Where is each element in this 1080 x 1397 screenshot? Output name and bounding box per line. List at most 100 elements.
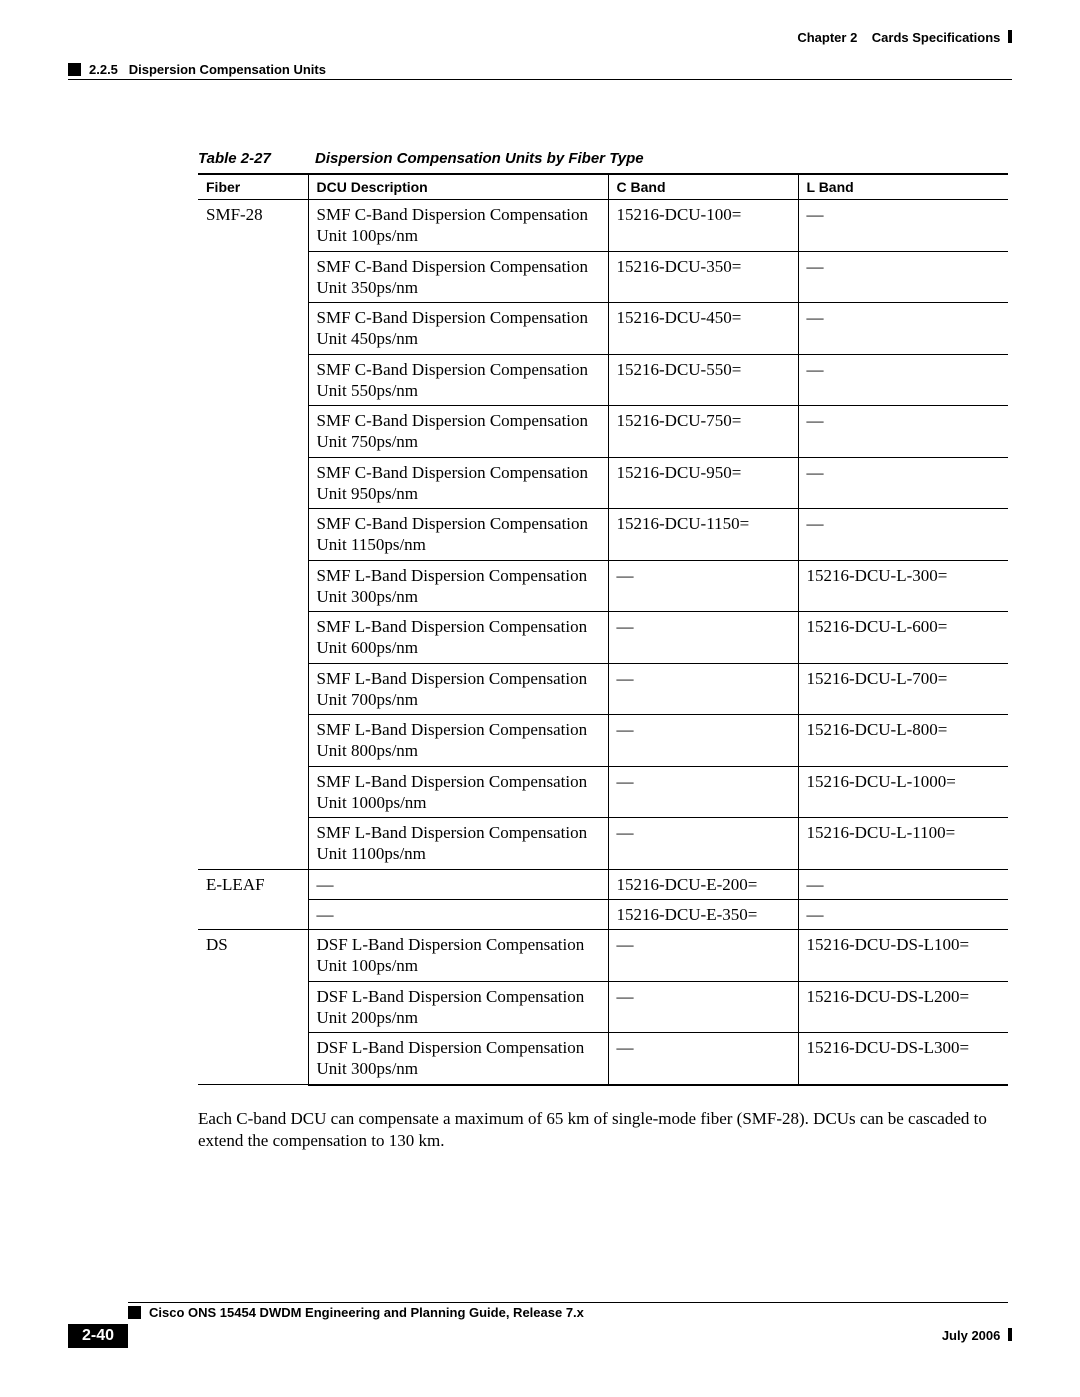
- cell-cband: 15216-DCU-950=: [608, 457, 798, 509]
- chapter-heading: Chapter 2 Cards Specifications: [797, 30, 1012, 45]
- cell-lband: —: [798, 509, 1008, 561]
- table-row: DSF L-Band Dispersion Compensation Unit …: [198, 981, 1008, 1033]
- cell-description: SMF L-Band Dispersion Compensation Unit …: [308, 560, 608, 612]
- cell-lband: —: [798, 251, 1008, 303]
- table-header-row: Fiber DCU Description C Band L Band: [198, 174, 1008, 200]
- table-caption: Table 2-27 Dispersion Compensation Units…: [198, 150, 1012, 167]
- cell-cband: 15216-DCU-E-200=: [608, 869, 798, 899]
- table-row: SMF L-Band Dispersion Compensation Unit …: [198, 766, 1008, 818]
- table-row: DSF L-Band Dispersion Compensation Unit …: [198, 1033, 1008, 1085]
- cell-description: —: [308, 869, 608, 899]
- cell-cband: —: [608, 1033, 798, 1085]
- cell-cband: —: [608, 560, 798, 612]
- table-row: SMF C-Band Dispersion Compensation Unit …: [198, 303, 1008, 355]
- cell-cband: 15216-DCU-100=: [608, 200, 798, 252]
- cell-lband: 15216-DCU-L-700=: [798, 663, 1008, 715]
- cell-lband: —: [798, 200, 1008, 252]
- cell-fiber: DS: [198, 930, 308, 1085]
- page-number: 2-40: [68, 1324, 128, 1348]
- cell-fiber: E-LEAF: [198, 869, 308, 930]
- table-row: —15216-DCU-E-350=—: [198, 899, 1008, 929]
- cell-lband: 15216-DCU-L-1100=: [798, 818, 1008, 870]
- cell-description: SMF L-Band Dispersion Compensation Unit …: [308, 612, 608, 664]
- cell-description: DSF L-Band Dispersion Compensation Unit …: [308, 930, 608, 982]
- section-title: Dispersion Compensation Units: [129, 62, 326, 77]
- col-header-lband: L Band: [798, 174, 1008, 200]
- chapter-label: Chapter 2: [797, 30, 857, 45]
- cell-cband: 15216-DCU-1150=: [608, 509, 798, 561]
- col-header-cband: C Band: [608, 174, 798, 200]
- cell-description: SMF L-Band Dispersion Compensation Unit …: [308, 663, 608, 715]
- footer-date: July 2006: [942, 1328, 1012, 1343]
- section-square-icon: [68, 63, 81, 76]
- cell-cband: 15216-DCU-450=: [608, 303, 798, 355]
- cell-cband: —: [608, 715, 798, 767]
- chapter-title: Cards Specifications: [872, 30, 1001, 45]
- cell-lband: —: [798, 354, 1008, 406]
- cell-cband: 15216-DCU-550=: [608, 354, 798, 406]
- cell-lband: —: [798, 406, 1008, 458]
- table-row: SMF C-Band Dispersion Compensation Unit …: [198, 509, 1008, 561]
- cell-description: —: [308, 899, 608, 929]
- cell-description: SMF C-Band Dispersion Compensation Unit …: [308, 303, 608, 355]
- cell-fiber: SMF-28: [198, 200, 308, 870]
- col-header-fiber: Fiber: [198, 174, 308, 200]
- cell-lband: 15216-DCU-DS-L300=: [798, 1033, 1008, 1085]
- cell-lband: —: [798, 869, 1008, 899]
- footer-bar-icon: [1008, 1328, 1012, 1341]
- cell-cband: 15216-DCU-350=: [608, 251, 798, 303]
- cell-lband: 15216-DCU-L-300=: [798, 560, 1008, 612]
- cell-description: SMF L-Band Dispersion Compensation Unit …: [308, 818, 608, 870]
- cell-description: SMF L-Band Dispersion Compensation Unit …: [308, 766, 608, 818]
- cell-cband: —: [608, 612, 798, 664]
- table-row: SMF C-Band Dispersion Compensation Unit …: [198, 457, 1008, 509]
- cell-cband: 15216-DCU-750=: [608, 406, 798, 458]
- cell-lband: 15216-DCU-DS-L100=: [798, 930, 1008, 982]
- table-row: E-LEAF—15216-DCU-E-200=—: [198, 869, 1008, 899]
- body-paragraph: Each C-band DCU can compensate a maximum…: [198, 1108, 1008, 1152]
- section-number: 2.2.5: [89, 62, 118, 77]
- cell-cband: —: [608, 818, 798, 870]
- cell-lband: 15216-DCU-DS-L200=: [798, 981, 1008, 1033]
- table-row: SMF L-Band Dispersion Compensation Unit …: [198, 560, 1008, 612]
- table-row: SMF C-Band Dispersion Compensation Unit …: [198, 354, 1008, 406]
- footer-rule: [128, 1302, 1008, 1303]
- section-heading: 2.2.5 Dispersion Compensation Units: [68, 62, 1012, 77]
- cell-description: SMF C-Band Dispersion Compensation Unit …: [308, 354, 608, 406]
- table-title: Dispersion Compensation Units by Fiber T…: [315, 150, 644, 167]
- cell-lband: 15216-DCU-L-800=: [798, 715, 1008, 767]
- table-row: SMF C-Band Dispersion Compensation Unit …: [198, 251, 1008, 303]
- cell-lband: —: [798, 303, 1008, 355]
- cell-description: SMF C-Band Dispersion Compensation Unit …: [308, 509, 608, 561]
- cell-cband: —: [608, 930, 798, 982]
- footer-bottom: 2-40 July 2006: [68, 1324, 1012, 1350]
- table-row: SMF L-Band Dispersion Compensation Unit …: [198, 612, 1008, 664]
- header-rule: [68, 79, 1012, 80]
- dcu-table: Fiber DCU Description C Band L Band SMF-…: [198, 173, 1008, 1086]
- cell-description: SMF C-Band Dispersion Compensation Unit …: [308, 251, 608, 303]
- col-header-desc: DCU Description: [308, 174, 608, 200]
- cell-description: SMF C-Band Dispersion Compensation Unit …: [308, 200, 608, 252]
- cell-cband: —: [608, 663, 798, 715]
- cell-lband: —: [798, 899, 1008, 929]
- guide-title: Cisco ONS 15454 DWDM Engineering and Pla…: [149, 1305, 584, 1320]
- cell-lband: —: [798, 457, 1008, 509]
- table-row: SMF L-Band Dispersion Compensation Unit …: [198, 715, 1008, 767]
- cell-cband: —: [608, 766, 798, 818]
- table-row: DSDSF L-Band Dispersion Compensation Uni…: [198, 930, 1008, 982]
- cell-cband: 15216-DCU-E-350=: [608, 899, 798, 929]
- cell-description: SMF L-Band Dispersion Compensation Unit …: [308, 715, 608, 767]
- footer-title-row: Cisco ONS 15454 DWDM Engineering and Pla…: [68, 1305, 1012, 1320]
- cell-description: DSF L-Band Dispersion Compensation Unit …: [308, 981, 608, 1033]
- cell-lband: 15216-DCU-L-600=: [798, 612, 1008, 664]
- table-row: SMF L-Band Dispersion Compensation Unit …: [198, 663, 1008, 715]
- table-row: SMF L-Band Dispersion Compensation Unit …: [198, 818, 1008, 870]
- table-row: SMF-28SMF C-Band Dispersion Compensation…: [198, 200, 1008, 252]
- table-row: SMF C-Band Dispersion Compensation Unit …: [198, 406, 1008, 458]
- table-number: Table 2-27: [198, 150, 271, 167]
- cell-lband: 15216-DCU-L-1000=: [798, 766, 1008, 818]
- running-header: Chapter 2 Cards Specifications: [68, 30, 1012, 60]
- cell-description: DSF L-Band Dispersion Compensation Unit …: [308, 1033, 608, 1085]
- cell-cband: —: [608, 981, 798, 1033]
- cell-description: SMF C-Band Dispersion Compensation Unit …: [308, 406, 608, 458]
